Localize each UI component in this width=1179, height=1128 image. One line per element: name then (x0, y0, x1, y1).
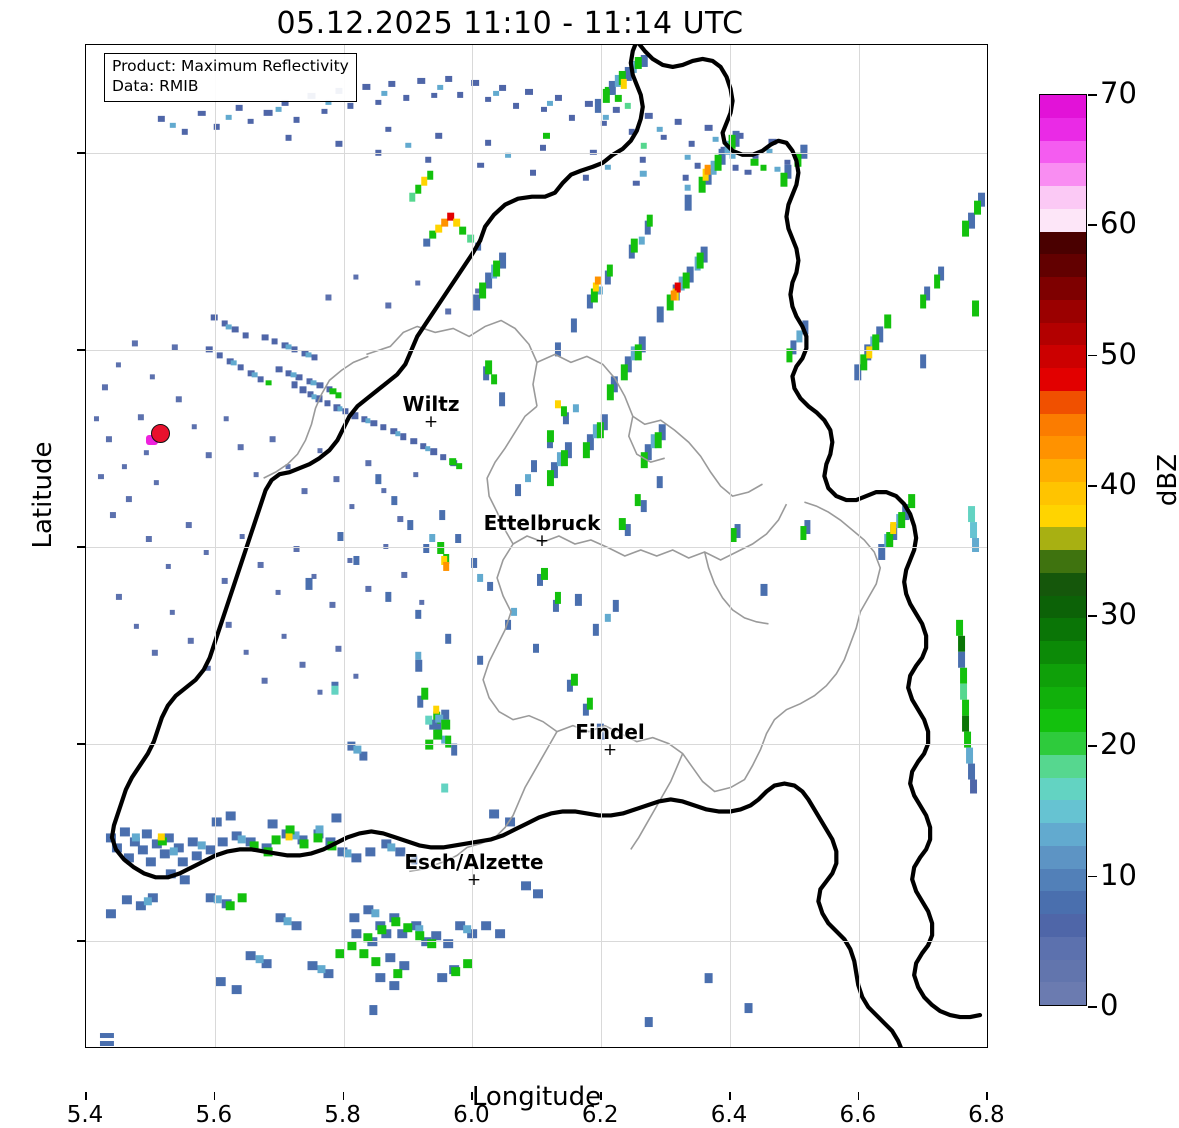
colorbar-tick (1088, 94, 1097, 96)
echo-cluster-east (473, 54, 986, 560)
echo-strays (99, 577, 768, 1047)
colorbar-segment (1040, 299, 1086, 323)
colorbar-segment (1040, 618, 1086, 641)
colorbar-tick-label: 70 (1100, 76, 1137, 110)
gridline-horizontal (86, 153, 987, 154)
data-source-line: Data: RMIB (112, 76, 199, 95)
colorbar-tick (1088, 484, 1097, 487)
colorbar-segment (1040, 527, 1086, 550)
colorbar-title: dBZ (1153, 453, 1179, 507)
colorbar-segment (1040, 641, 1086, 664)
colorbar-tick-label: 60 (1100, 206, 1137, 241)
colorbar-segment (1040, 936, 1086, 960)
colorbar-segment (1040, 254, 1086, 277)
colorbar-tick (1088, 354, 1097, 357)
product-line: Product: Maximum Reflectivity (112, 57, 349, 75)
colorbar-segment (1040, 868, 1086, 892)
colorbar-segment (1040, 595, 1086, 619)
product-info-box: Product: Maximum Reflectivity Data: RMIB (104, 53, 357, 102)
colorbar-segment (1040, 800, 1086, 823)
y-axis-title: Latitude (28, 441, 58, 549)
colorbar-segment (1040, 163, 1086, 186)
city-marker-ettelbruck: + (534, 531, 550, 551)
colorbar-tick (1088, 224, 1097, 226)
echo-line-far-east (956, 506, 980, 794)
colorbar-segment (1040, 436, 1086, 459)
gridline-vertical (601, 45, 603, 1047)
colorbar-tick (1088, 875, 1097, 878)
colorbar (1039, 94, 1087, 1006)
gridline-vertical (472, 45, 474, 1047)
colorbar-tick-label: 10 (1100, 857, 1137, 892)
gridline-vertical (343, 45, 345, 1047)
colorbar-segment (1040, 117, 1086, 141)
colorbar-tick-label: 40 (1100, 466, 1137, 501)
colorbar-segment (1040, 709, 1086, 732)
colorbar-segment (1040, 277, 1086, 300)
colorbar-segment (1040, 754, 1086, 778)
gridline-vertical (730, 45, 731, 1047)
colorbar-tick (1088, 1006, 1097, 1008)
radar-site-secondary-pixel (146, 435, 158, 445)
echo-strays-cyan (331, 685, 449, 793)
colorbar-tick-label: 20 (1100, 727, 1137, 762)
colorbar-segment (1040, 777, 1086, 801)
colorbar-tick-label: 50 (1100, 336, 1137, 371)
colorbar-segment (1040, 959, 1086, 983)
colorbar-segment (1040, 663, 1086, 687)
colorbar-segment (1040, 914, 1086, 937)
colorbar-segment (1040, 413, 1086, 437)
colorbar-segment (1040, 982, 1086, 1005)
colorbar-tick (1088, 615, 1097, 617)
colorbar-segment (1040, 390, 1086, 414)
gridline-horizontal (86, 547, 987, 548)
colorbar-tick (1088, 745, 1097, 748)
colorbar-segment (1040, 686, 1086, 710)
page-title: 05.12.2025 11:10 - 11:14 UTC (276, 6, 744, 41)
colorbar-segment (1040, 231, 1086, 255)
x-axis-title: Longitude (471, 1082, 602, 1112)
gridline-horizontal (86, 941, 987, 942)
colorbar-segment (1040, 823, 1086, 846)
echo-cell-north-border (409, 170, 482, 251)
colorbar-segment (1040, 345, 1086, 368)
colorbar-segment (1040, 322, 1086, 346)
internal-boundaries (263, 319, 882, 873)
echo-lux-interior (337, 214, 663, 756)
colorbar-tick-label: 30 (1100, 597, 1137, 632)
gridline-horizontal (86, 350, 987, 351)
colorbar-segment (1040, 504, 1086, 528)
city-marker-findel: + (602, 740, 618, 760)
colorbar-segment (1040, 368, 1086, 391)
gridline-vertical (858, 45, 860, 1047)
echo-clutter-speckle (93, 274, 481, 695)
city-label-wiltz: Wiltz (402, 392, 460, 416)
city-label-ettelbruck: Ettelbruck (483, 511, 601, 535)
city-marker-esch-alzette: + (466, 870, 482, 890)
colorbar-segment (1040, 732, 1086, 755)
colorbar-segment (1040, 572, 1086, 596)
city-label-findel: Findel (575, 720, 645, 744)
map-plot-area[interactable]: Wiltz + Ettelbruck + Findel + Esch/Alzet… (85, 44, 988, 1048)
colorbar-segment (1040, 459, 1086, 482)
colorbar-segment (1040, 186, 1086, 209)
colorbar-segment (1040, 208, 1086, 232)
colorbar-segment (1040, 95, 1086, 118)
colorbar-segment (1040, 845, 1086, 869)
colorbar-segment (1040, 891, 1086, 914)
echo-ring-arc-upper (291, 381, 463, 470)
city-label-esch-alzette: Esch/Alzette (404, 850, 544, 874)
colorbar-segment (1040, 550, 1086, 573)
echo-ring-arc-mid (205, 314, 342, 399)
gridline-horizontal (86, 744, 987, 745)
map-canvas: Wiltz + Ettelbruck + Findel + Esch/Alzet… (86, 45, 987, 1047)
colorbar-tick-label: 0 (1100, 988, 1119, 1022)
colorbar-segment (1040, 140, 1086, 164)
radar-site-marker (151, 424, 170, 443)
city-marker-wiltz: + (423, 412, 439, 432)
colorbar-segment (1040, 481, 1086, 505)
gridline-vertical (214, 45, 216, 1047)
